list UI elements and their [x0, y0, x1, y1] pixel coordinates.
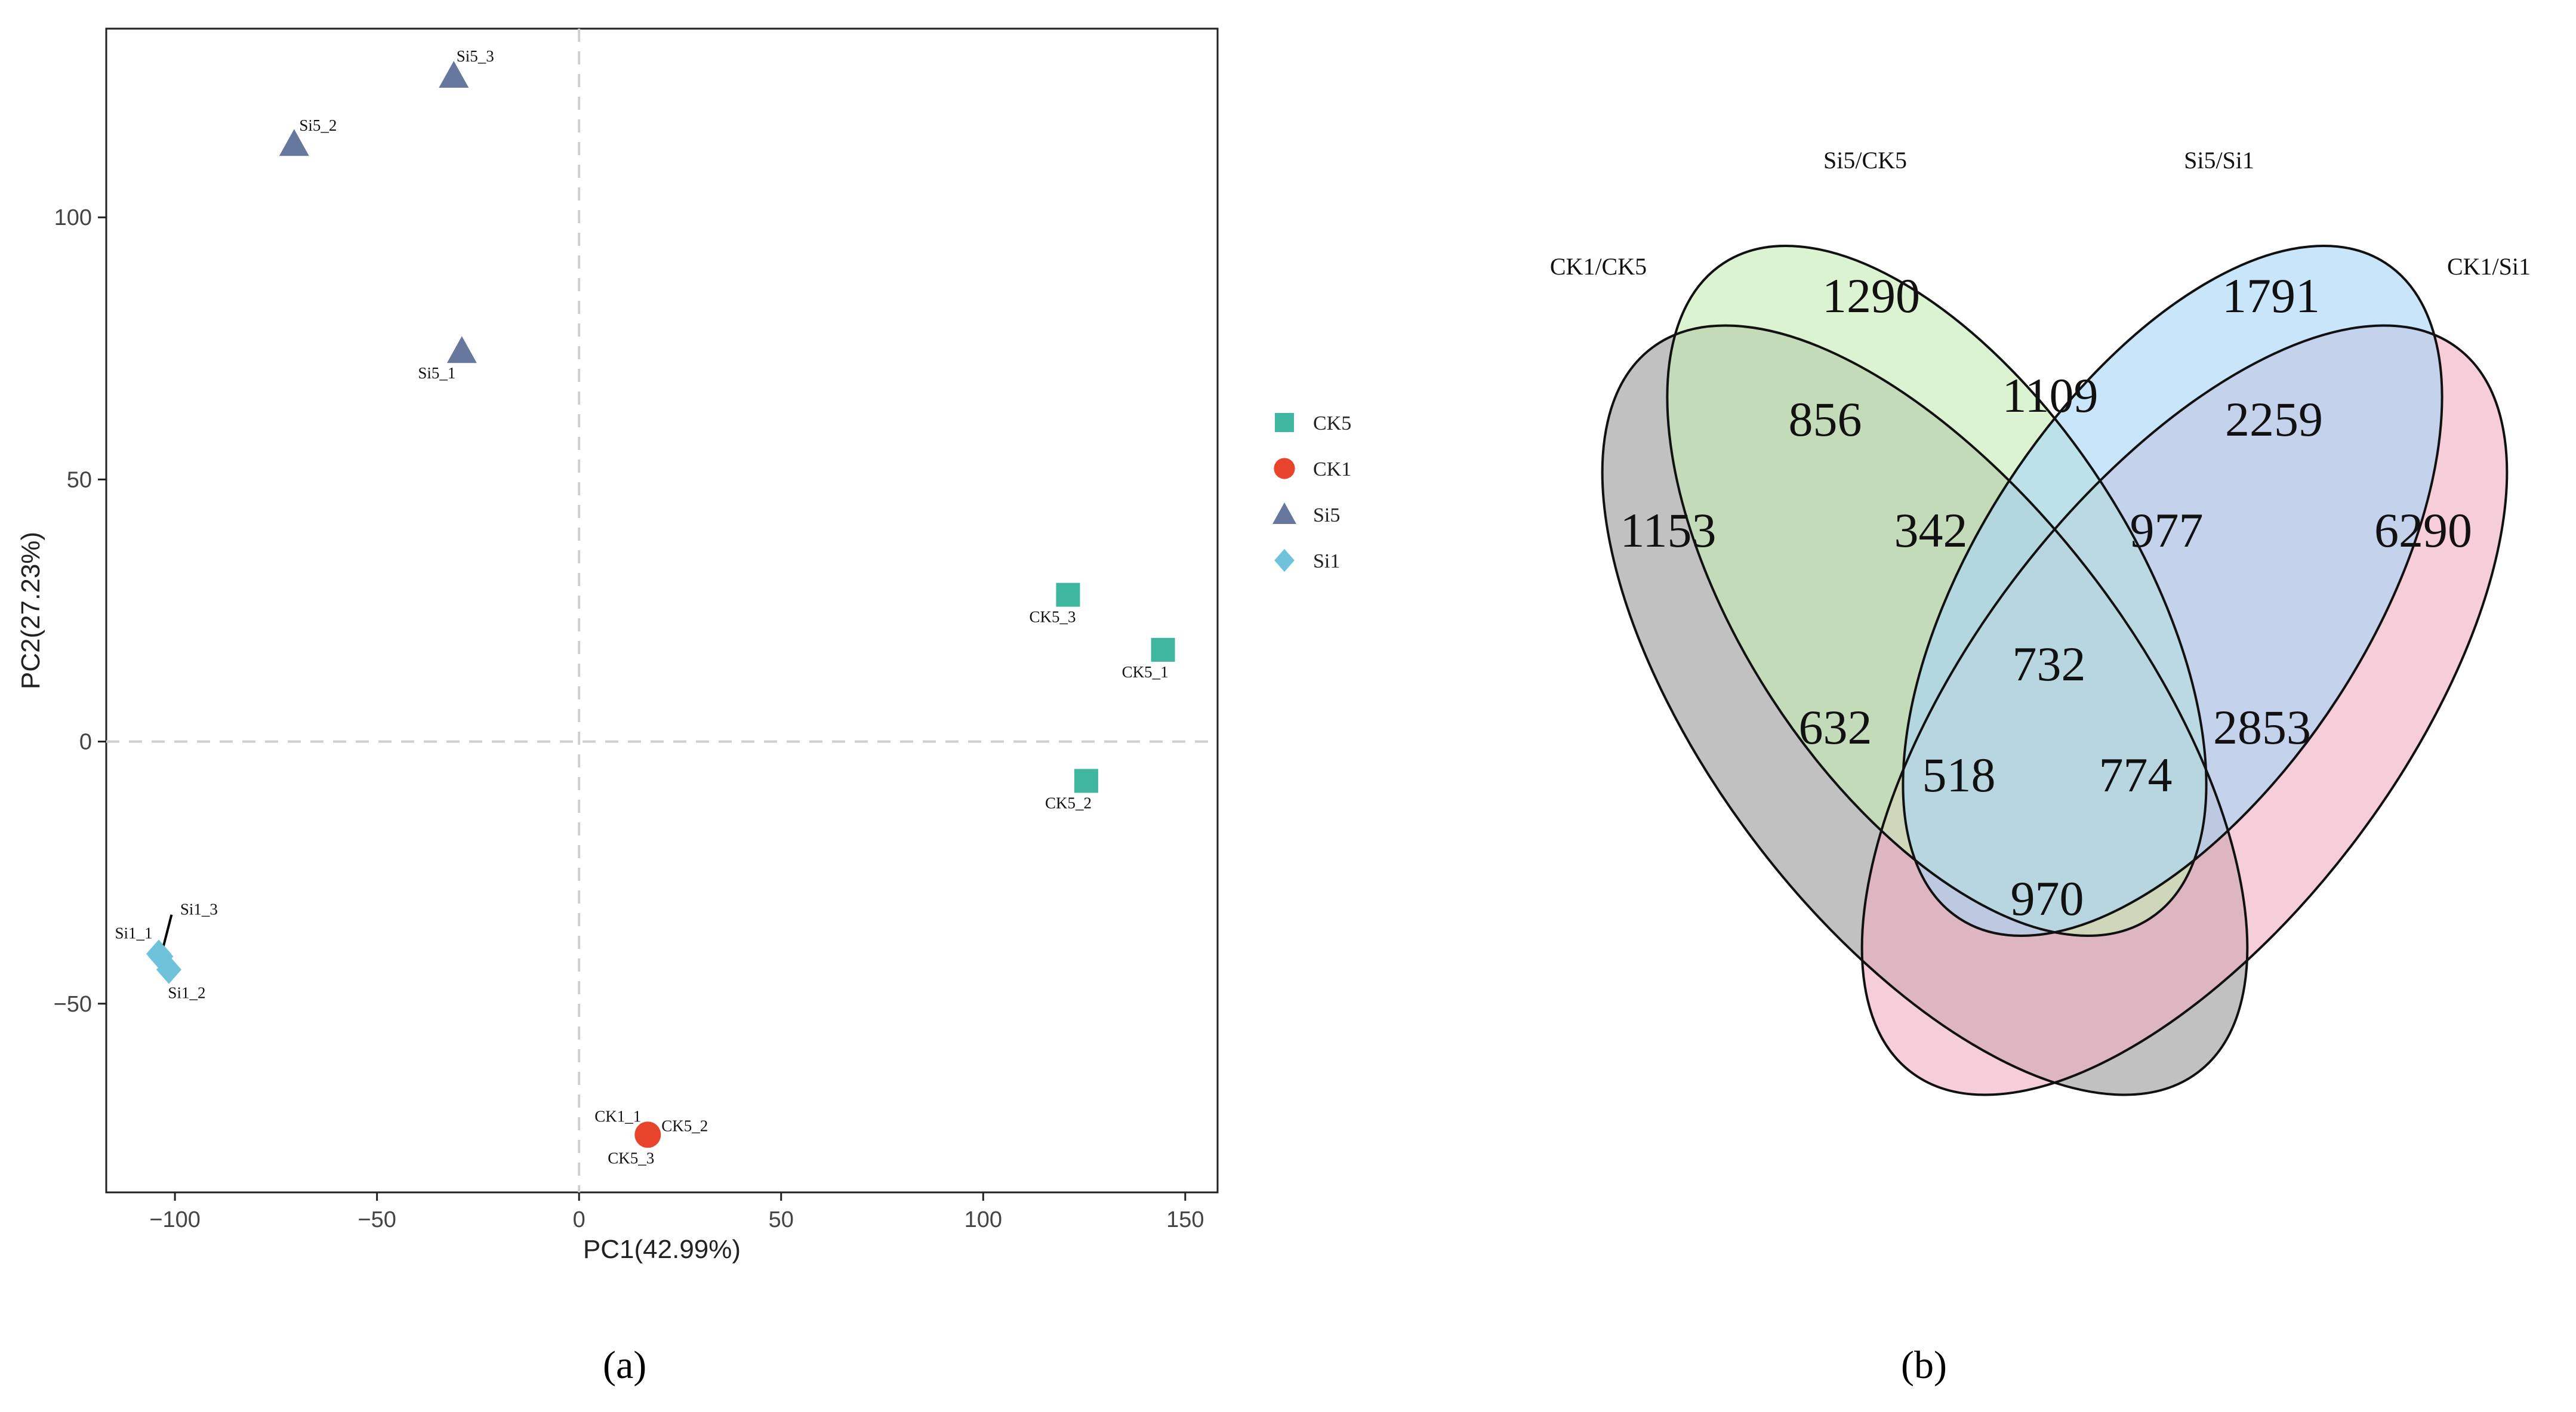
venn-set-label: Si5/CK5	[1823, 147, 1907, 174]
legend: CK5 CK1 Si5 Si1	[1272, 412, 1351, 572]
series-Si5: Si5_3 Si5_2 Si5_1	[279, 47, 494, 382]
point-Si1_2	[156, 955, 181, 984]
x-tick-label: 50	[769, 1207, 794, 1232]
venn-outline	[1902, 245, 2443, 937]
venn-region-count: 1290	[1822, 269, 1920, 323]
series-CK5: CK5_3 CK5_1 CK5_2	[1029, 582, 1175, 812]
venn-outline	[1601, 324, 2249, 1096]
venn-region-count: 970	[2011, 871, 2084, 926]
point-label: Si5_1	[418, 364, 455, 382]
legend-key-Si5	[1272, 502, 1296, 524]
point-label: CK5_2	[661, 1117, 708, 1134]
y-tick-label: 50	[67, 467, 92, 492]
x-tick-label: 0	[573, 1207, 586, 1232]
point-label: CK5_1	[1122, 663, 1169, 681]
point-CK5_2	[1074, 769, 1098, 793]
venn-diagram: CK1/CK5 Si5/CK5 Si5/Si1 CK1/Si1 1153 1290 1791…	[1550, 147, 2531, 1096]
point-Si5_2	[279, 129, 309, 156]
venn-set-si5-si1	[1903, 246, 2442, 936]
y-tick-label: −50	[54, 992, 92, 1017]
pca-scatter-chart: −100 −50 0 50 100 150 −50 0 50 100 PC1(42.99%) PC2(…	[16, 27, 1351, 1264]
point-label: CK5_3	[1029, 608, 1076, 626]
x-tick-label: −50	[358, 1207, 396, 1232]
point-label: CK5_3	[608, 1149, 654, 1167]
point-label: CK1_1	[594, 1107, 641, 1125]
point-label: Si1_3	[180, 901, 218, 918]
venn-region-count: 732	[2013, 637, 2086, 691]
venn-region-count: 518	[1922, 748, 1996, 802]
panel-a-label: (a)	[603, 1343, 647, 1387]
venn-set-label: Si5/Si1	[2184, 147, 2254, 174]
point-CK1_1	[634, 1121, 661, 1148]
venn-region-count: 632	[1799, 700, 1872, 754]
legend-key-CK5	[1275, 413, 1294, 432]
y-tick-label: 100	[54, 205, 92, 230]
point-label: CK5_2	[1045, 794, 1092, 812]
x-axis-title: PC1(42.99%)	[583, 1235, 741, 1264]
legend-label: CK1	[1313, 458, 1351, 480]
point-label: Si1_2	[168, 984, 205, 1002]
legend-label: CK5	[1313, 412, 1351, 434]
venn-region-count: 6290	[2374, 503, 2472, 557]
venn-region-count: 774	[2099, 748, 2173, 802]
y-axis-title: PC2(27.23%)	[16, 532, 45, 689]
venn-outline	[1860, 324, 2509, 1096]
venn-region-count: 977	[2130, 503, 2204, 557]
venn-set-label: CK1/Si1	[2447, 253, 2531, 280]
legend-key-Si1	[1274, 548, 1295, 572]
plot-frame	[105, 27, 1219, 1194]
venn-region-count: 342	[1894, 503, 1968, 557]
point-label: Si1_1	[115, 924, 153, 942]
venn-region-count: 2853	[2213, 700, 2311, 754]
legend-key-CK1	[1274, 458, 1295, 479]
venn-region-count: 1109	[2002, 368, 2099, 423]
venn-region-count: 1791	[2222, 269, 2320, 323]
x-tick-label: −100	[149, 1207, 201, 1232]
legend-label: Si1	[1313, 550, 1340, 572]
venn-region-count: 1153	[1620, 503, 1717, 557]
point-CK5_3	[1056, 582, 1080, 607]
point-Si5_1	[446, 336, 477, 363]
venn-outline	[1666, 245, 2208, 937]
point-CK5_1	[1151, 637, 1175, 662]
point-label: Si5_3	[457, 47, 494, 65]
venn-set-label: CK1/CK5	[1550, 253, 1647, 280]
x-tick-label: 150	[1166, 1207, 1204, 1232]
venn-region-count: 2259	[2225, 392, 2323, 446]
panel-b-label: (b)	[1901, 1343, 1947, 1387]
point-Si5_3	[439, 61, 469, 88]
x-tick-label: 100	[965, 1207, 1002, 1232]
legend-label: Si5	[1313, 504, 1340, 526]
venn-region-count: 856	[1789, 392, 1862, 446]
y-tick-label: 0	[79, 730, 92, 755]
series-CK1: CK1_1	[594, 1107, 661, 1148]
point-label: Si5_2	[299, 116, 337, 134]
series-Si1: Si1_1 Si1_3 Si1_2	[115, 901, 218, 1002]
